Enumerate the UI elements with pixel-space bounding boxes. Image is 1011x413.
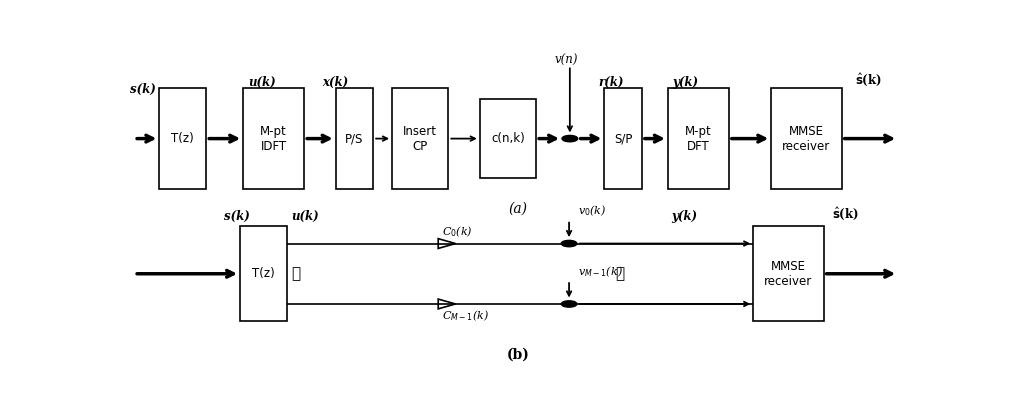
Text: (b): (b) — [507, 347, 530, 361]
Text: Insert
CP: Insert CP — [403, 125, 437, 152]
Text: u(k): u(k) — [291, 210, 318, 223]
Text: s(k): s(k) — [130, 83, 156, 96]
Text: $\hat{\mathbf{s}}$(k): $\hat{\mathbf{s}}$(k) — [855, 72, 883, 89]
Text: C$_0$(k): C$_0$(k) — [442, 224, 473, 239]
Text: ⋮: ⋮ — [291, 267, 300, 281]
Circle shape — [561, 301, 577, 307]
Text: u(k): u(k) — [248, 76, 275, 89]
Text: (a): (a) — [509, 202, 528, 216]
Circle shape — [562, 135, 577, 142]
Text: y(k): y(k) — [671, 210, 697, 223]
Text: $\hat{\mathbf{s}}$(k): $\hat{\mathbf{s}}$(k) — [831, 206, 858, 223]
Bar — [605, 88, 642, 190]
Text: c(n,k): c(n,k) — [491, 132, 525, 145]
Text: x(k): x(k) — [323, 76, 349, 89]
Text: C$_{M-1}$(k): C$_{M-1}$(k) — [442, 309, 489, 323]
Bar — [240, 226, 287, 321]
Bar — [480, 99, 536, 178]
Text: P/S: P/S — [345, 132, 364, 145]
Text: y(k): y(k) — [672, 76, 699, 89]
Text: v$_{M-1}$(k): v$_{M-1}$(k) — [578, 264, 624, 278]
Bar — [243, 88, 304, 190]
Circle shape — [561, 240, 577, 247]
Bar — [753, 226, 824, 321]
Text: M-pt
IDFT: M-pt IDFT — [260, 125, 287, 152]
Text: MMSE
receiver: MMSE receiver — [764, 260, 813, 288]
Bar — [336, 88, 373, 190]
Text: MMSE
receiver: MMSE receiver — [783, 125, 831, 152]
Text: r(k): r(k) — [599, 76, 624, 89]
Bar — [160, 88, 206, 190]
Text: v$_0$(k): v$_0$(k) — [578, 204, 607, 218]
Bar — [668, 88, 729, 190]
Bar — [392, 88, 449, 190]
Text: M-pt
DFT: M-pt DFT — [685, 125, 712, 152]
Text: v(n): v(n) — [554, 54, 577, 67]
Text: T(z): T(z) — [172, 132, 194, 145]
Text: s(k): s(k) — [224, 210, 250, 223]
Text: ⋮: ⋮ — [616, 267, 625, 281]
Bar — [771, 88, 842, 190]
Text: S/P: S/P — [614, 132, 632, 145]
Text: T(z): T(z) — [252, 267, 275, 280]
